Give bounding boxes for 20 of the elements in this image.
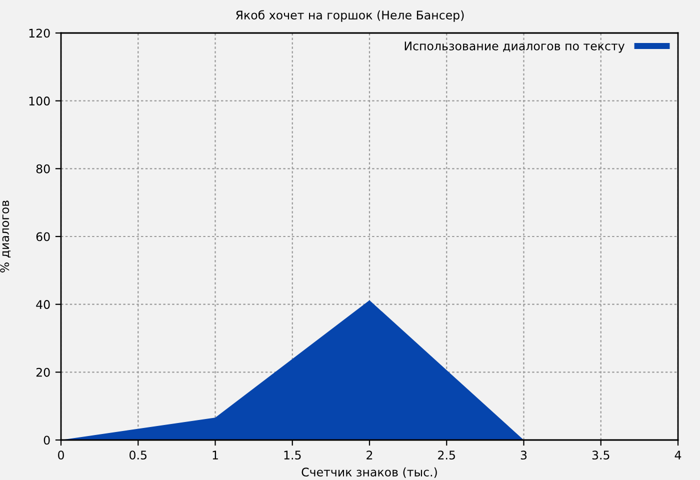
x-tick-label: 0.5 xyxy=(130,450,146,460)
legend-label: Использование диалогов по тексту xyxy=(404,42,625,53)
x-tick-label: 2.5 xyxy=(438,450,455,460)
x-tick-label: 3.5 xyxy=(592,450,610,460)
y-tick-label: 0 xyxy=(44,436,50,445)
chart-title: Якоб хочет на горшок (Неле Бансер) xyxy=(236,10,464,22)
y-tick-label: 80 xyxy=(36,164,50,174)
x-tick-label: 1.5 xyxy=(284,450,301,460)
x-tick-label: 3 xyxy=(520,450,527,460)
y-axis-title: % диалогов xyxy=(0,200,11,272)
y-tick-label: 120 xyxy=(29,28,50,38)
y-tick-label: 60 xyxy=(36,232,50,242)
x-tick-label: 4 xyxy=(674,450,682,460)
y-tick-label: 40 xyxy=(36,300,50,309)
x-tick-label: 2 xyxy=(366,450,372,460)
x-axis-title: Счетчик знаков (тыс.) xyxy=(302,467,437,478)
y-tick-label: 20 xyxy=(36,368,50,377)
x-tick-label: 1 xyxy=(212,450,218,460)
x-tick-label: 0 xyxy=(58,450,64,460)
y-tick-label: 100 xyxy=(29,96,50,106)
